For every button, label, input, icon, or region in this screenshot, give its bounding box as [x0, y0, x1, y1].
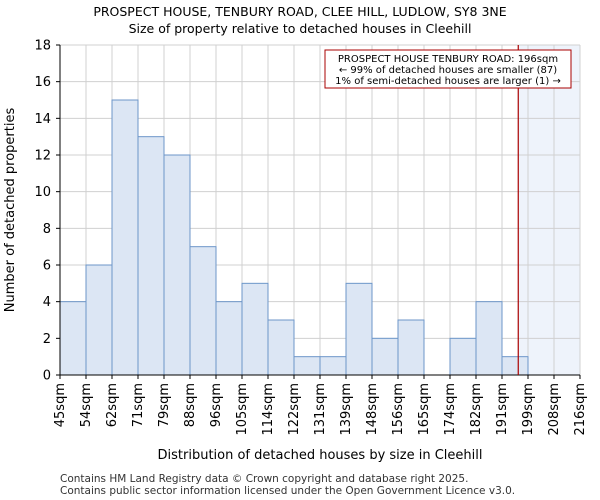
annotation-line: ← 99% of detached houses are smaller (87… — [339, 65, 557, 76]
x-tick-label: 131sqm — [313, 383, 328, 436]
x-tick-label: 114sqm — [261, 383, 276, 436]
bar — [449, 337, 477, 376]
x-tick-label: 208sqm — [547, 383, 562, 436]
x-tick-label: 122sqm — [287, 383, 302, 436]
y-tick-label: 8 — [43, 222, 51, 237]
annotation-box — [324, 49, 572, 89]
y-tick-label: 2 — [43, 332, 51, 347]
bar — [85, 264, 113, 376]
footer-copyright: Contains HM Land Registry data © Crown c… — [60, 473, 469, 485]
bar — [267, 319, 295, 376]
bar — [293, 356, 321, 376]
x-tick-label: 54sqm — [79, 383, 94, 427]
chart-subtitle: Size of property relative to detached ho… — [128, 21, 472, 36]
x-tick-label: 96sqm — [209, 383, 224, 427]
y-tick-label: 0 — [43, 369, 51, 384]
chart-title: PROSPECT HOUSE, TENBURY ROAD, CLEE HILL,… — [93, 4, 507, 19]
bar — [475, 301, 503, 376]
annotation-line: PROSPECT HOUSE TENBURY ROAD: 196sqm — [338, 54, 558, 65]
footer-licence: Contains public sector information licen… — [60, 485, 516, 497]
x-tick-label: 191sqm — [495, 383, 510, 436]
y-tick-label: 10 — [34, 185, 51, 200]
bar — [241, 282, 269, 376]
x-tick-label: 105sqm — [235, 383, 250, 436]
y-tick-label: 16 — [34, 75, 51, 90]
y-tick-label: 6 — [43, 259, 51, 274]
y-tick-label: 14 — [34, 112, 51, 127]
x-tick-label: 88sqm — [183, 383, 198, 427]
y-tick-label: 4 — [43, 295, 51, 310]
y-tick-label: 12 — [34, 149, 51, 164]
x-tick-label: 216sqm — [573, 383, 588, 436]
bar — [371, 337, 399, 376]
bar — [501, 356, 529, 376]
annotation-line: 1% of semi-detached houses are larger (1… — [335, 76, 561, 87]
y-axis-label: Number of detached properties — [3, 108, 18, 313]
x-tick-label: 148sqm — [365, 383, 380, 436]
bar — [59, 301, 87, 376]
bar — [137, 136, 165, 376]
x-tick-label: 62sqm — [105, 383, 120, 427]
x-tick-label: 79sqm — [157, 383, 172, 427]
bar — [345, 282, 373, 376]
histogram-chart: 0 2 4 6 8 10 12 14 16 18 45sqm 54sqm 62sqm 71sqm 79sqm… — [3, 39, 588, 464]
bar — [163, 154, 191, 376]
x-tick-label: 199sqm — [521, 383, 536, 436]
bar — [111, 99, 139, 376]
x-tick-label: 139sqm — [339, 383, 354, 436]
x-tick-label: 182sqm — [469, 383, 484, 436]
x-tick-label: 156sqm — [391, 383, 406, 436]
bar — [189, 246, 217, 376]
x-axis-label: Distribution of detached houses by size … — [158, 448, 483, 463]
x-tick-label: 45sqm — [53, 383, 68, 427]
bar — [215, 301, 243, 376]
bar — [319, 356, 347, 376]
y-tick-label: 18 — [34, 39, 51, 54]
bar — [397, 319, 425, 376]
x-tick-label: 71sqm — [131, 383, 146, 427]
x-tick-label: 174sqm — [443, 383, 458, 436]
x-tick-label: 165sqm — [417, 383, 432, 436]
shaded-region — [518, 45, 580, 375]
